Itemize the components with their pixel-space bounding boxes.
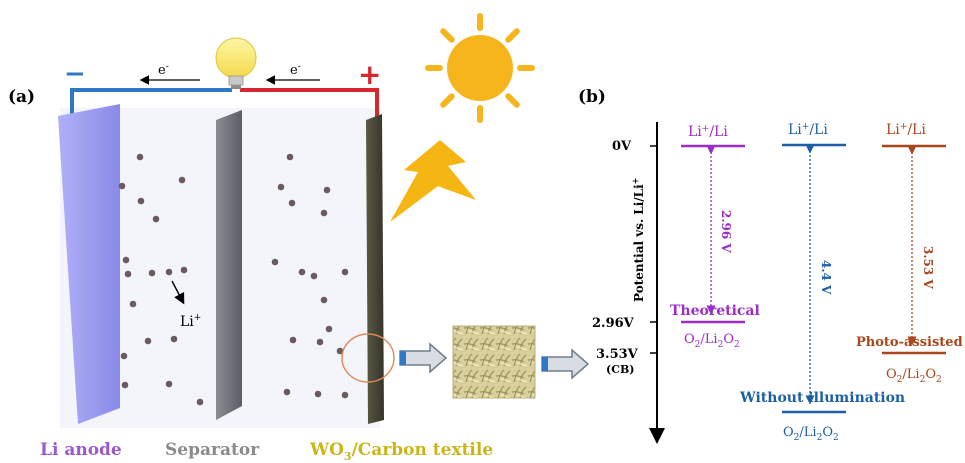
li-ion-dot [323,186,331,194]
tick-label-0v: 0V [612,139,632,154]
column-photo-assisted: Li+/Li 3.53 V Photo-assisted O2/Li2O2 [856,122,963,385]
without-name: Without illumination [739,390,905,406]
theoretical-gap-label: 2.96 V [719,210,733,253]
photo-top-label: Li+/Li [886,122,926,138]
li-ion-dot [178,176,186,184]
electron-right-label: e- [290,62,301,78]
li-ion-dot [118,182,126,190]
sun-icon [425,13,535,123]
without-top-label: Li+/Li [788,122,828,138]
li-ion-dot [314,390,322,398]
li-ion-dot [316,338,324,346]
li-ion-dot [320,296,328,304]
li-ion-dot [288,199,296,207]
tick-label-353v: 3.53V [596,347,639,362]
minus-sign: − [64,59,86,89]
li-ion-label: Li+ [180,313,201,330]
without-gap-label: 4.4 V [819,260,833,295]
li-ion-dots [118,153,349,406]
positive-wire [240,88,379,118]
li-ion-dot [283,388,291,396]
theoretical-name: Theoretical [670,303,760,319]
li-ion-dot [136,153,144,161]
li-ion-dot [271,258,279,266]
zoom-arrow-1 [399,342,448,374]
li-ion-dot [180,266,188,274]
li-ion-dot [120,352,128,360]
column-theoretical: Li+/Li 2.96 V Theoretical O2/Li2O2 [670,124,760,350]
without-species: O2/Li2O2 [783,425,839,443]
li-ion-dot [325,325,333,333]
light-bulb-icon [215,37,257,89]
li-ion-dot [277,183,285,191]
y-axis-label: Potential vs. Li/Li+ [630,178,646,302]
li-ion-dot [121,381,129,389]
zoom-circle [341,333,395,383]
li-ion-dot [196,398,204,406]
photo-name: Photo-assisted [856,335,963,350]
separator-label: Separator [165,440,260,460]
li-anode-plate [58,104,120,424]
column-without-illumination: Li+/Li 4.4 V Without illumination O2/Li2… [739,122,905,443]
electron-left-label: e- [158,62,169,78]
li-ion-dot [165,380,173,388]
photo-species: O2/Li2O2 [886,367,942,385]
li-ion-dot [320,209,328,217]
li-ion-dot [170,335,178,343]
li-ion-dot [310,272,318,280]
sun-ray [440,93,455,108]
lightning-bolt-icon [390,140,476,222]
cb-label: (CB) [606,363,634,376]
zoom-arrow-2 [541,348,590,380]
cathode-plate [366,114,384,424]
negative-wire [70,88,232,118]
tick-label-296v: 2.96V [592,316,635,331]
sun-ray [505,93,520,108]
li-ion-dot [286,153,294,161]
li-ion-dot [152,215,160,223]
li-ion-dot [341,391,349,399]
photo-gap-label: 3.53 V [921,246,935,289]
sun-ray [505,28,520,43]
sun-ray [440,28,455,43]
separator-plate [216,110,242,420]
li-ion-dot [165,268,173,276]
li-ion-dot [129,300,137,308]
li-ion-dot [137,197,145,205]
li-ion-dot [298,268,306,276]
li-ion-dot [124,270,132,278]
li-ion-dot [289,336,297,344]
theoretical-species: O2/Li2O2 [684,332,740,350]
li-ion-dot [122,256,130,264]
panel-b-label: (b) [578,87,606,107]
textile-micrograph [452,325,536,399]
li-anode-label: Li anode [40,440,122,460]
li-ion-dot [336,347,344,355]
theoretical-top-label: Li+/Li [688,124,728,140]
li-ion-dot [148,269,156,277]
panel-a-label: (a) [8,87,35,107]
li-ion-dot [144,337,152,345]
li-ion-arrow [171,280,185,305]
plus-sign: + [358,58,381,91]
cathode-label: WO3/Carbon textile [309,440,493,463]
li-ion-dot [341,268,349,276]
